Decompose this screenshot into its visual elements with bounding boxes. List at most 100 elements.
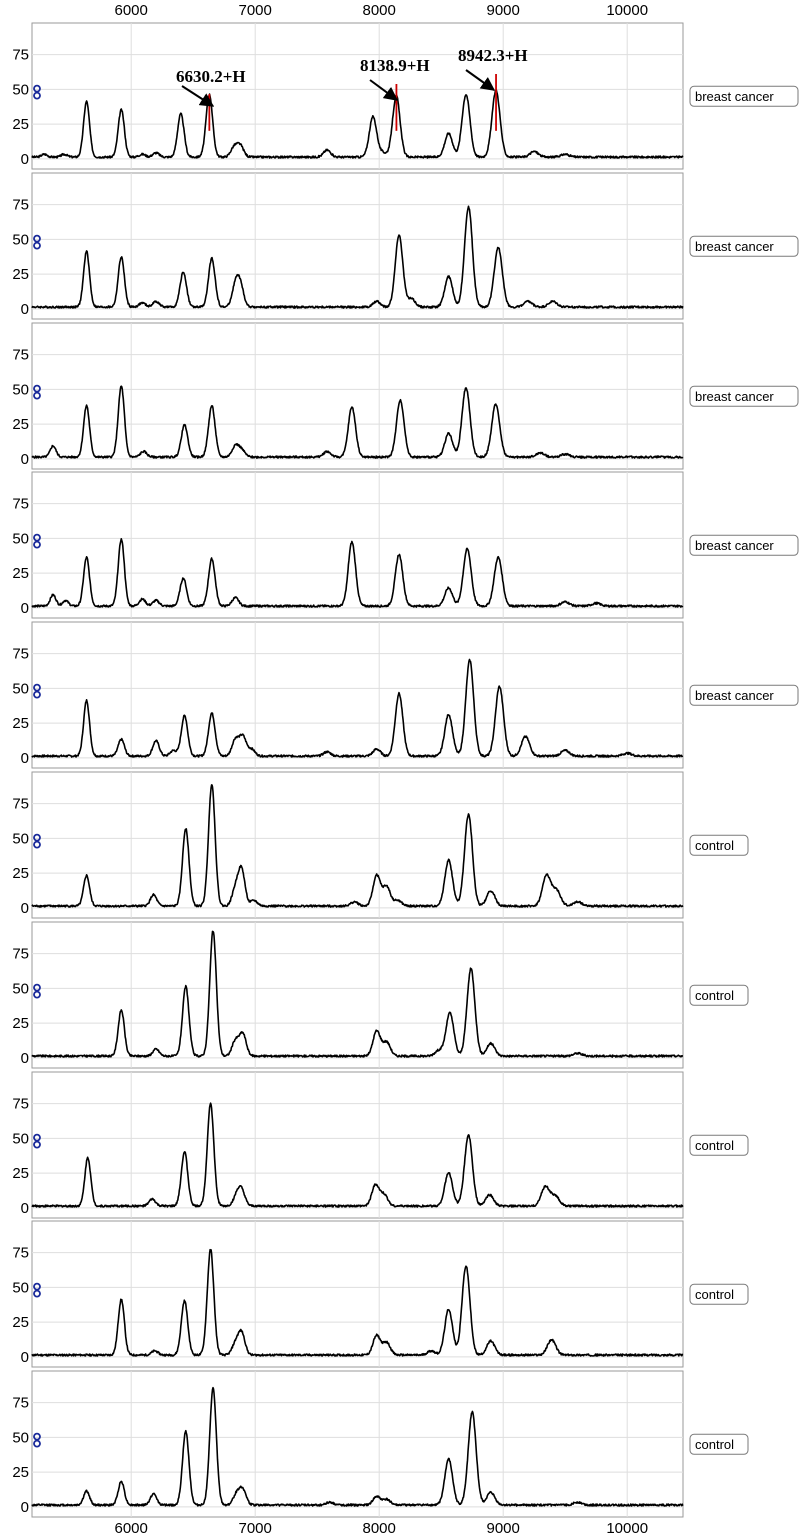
x-tick-label: 6000 bbox=[115, 2, 148, 19]
spectrum-trace bbox=[31, 1386, 684, 1507]
y-tick-label: 75 bbox=[12, 347, 29, 364]
y-tick-label: 75 bbox=[12, 47, 29, 64]
y-tick-label: 50 bbox=[12, 1279, 29, 1296]
annotation-label: 6630.2+H bbox=[176, 67, 246, 86]
y-tick-label: 0 bbox=[21, 301, 29, 318]
annotation-label: 8138.9+H bbox=[360, 56, 430, 75]
x-tick-label: 8000 bbox=[363, 2, 396, 19]
y-tick-label: 75 bbox=[12, 496, 29, 513]
x-tick-label: 7000 bbox=[239, 1520, 272, 1537]
y-tick-label: 75 bbox=[12, 1395, 29, 1412]
sample-label-text: breast cancer bbox=[695, 688, 774, 703]
sample-label[interactable]: breast cancer bbox=[689, 385, 799, 407]
annotation-arrow bbox=[181, 85, 215, 107]
spectrum-panel: 0 25 50 75 breast cancer bbox=[12, 172, 799, 320]
x-tick-label: 10000 bbox=[606, 2, 648, 19]
y-tick-label: 50 bbox=[12, 830, 29, 847]
sample-label-text: control bbox=[695, 988, 734, 1003]
spectrum-panel: 0 25 50 75 breast cancer bbox=[12, 22, 799, 170]
sample-label[interactable]: breast cancer bbox=[689, 684, 799, 706]
y-tick-label: 0 bbox=[21, 1200, 29, 1217]
x-tick-label: 7000 bbox=[239, 2, 272, 19]
double-circle-icon[interactable] bbox=[33, 84, 41, 100]
y-tick-label: 25 bbox=[12, 116, 29, 133]
sample-label-text: breast cancer bbox=[695, 538, 774, 553]
double-circle-icon[interactable] bbox=[33, 833, 41, 849]
y-tick-label: 25 bbox=[12, 266, 29, 283]
spectrum-trace bbox=[31, 205, 684, 309]
sample-label-text: breast cancer bbox=[695, 239, 774, 254]
double-circle-icon[interactable] bbox=[33, 1432, 41, 1448]
y-tick-label: 50 bbox=[12, 1429, 29, 1446]
y-tick-label: 75 bbox=[12, 1245, 29, 1262]
y-tick-label: 75 bbox=[12, 796, 29, 813]
spectrum-panel: 0 25 50 75 breast cancer bbox=[12, 322, 799, 470]
panel-frame bbox=[31, 322, 684, 470]
spectrum-trace bbox=[31, 89, 684, 159]
panel-frame bbox=[31, 621, 684, 769]
sample-label[interactable]: control bbox=[689, 1433, 749, 1455]
spectrum-trace bbox=[31, 385, 684, 459]
double-circle-icon[interactable] bbox=[33, 683, 41, 699]
y-tick-label: 0 bbox=[21, 451, 29, 468]
sample-label[interactable]: control bbox=[689, 834, 749, 856]
spectrum-trace bbox=[31, 930, 684, 1058]
y-tick-label: 50 bbox=[12, 81, 29, 98]
annotation-label: 8942.3+H bbox=[458, 46, 528, 65]
y-tick-label: 25 bbox=[12, 1015, 29, 1032]
panel-frame bbox=[31, 1370, 684, 1518]
spectrum-trace bbox=[31, 784, 684, 908]
y-tick-label: 0 bbox=[21, 900, 29, 917]
sample-label-text: breast cancer bbox=[695, 89, 774, 104]
y-tick-label: 75 bbox=[12, 646, 29, 663]
y-tick-label: 0 bbox=[21, 1050, 29, 1067]
spectrum-trace bbox=[31, 1248, 684, 1357]
y-tick-label: 75 bbox=[12, 1096, 29, 1113]
panel-frame bbox=[31, 1220, 684, 1368]
y-tick-label: 50 bbox=[12, 1130, 29, 1147]
sample-label[interactable]: control bbox=[689, 1134, 749, 1156]
y-tick-label: 25 bbox=[12, 1165, 29, 1182]
y-tick-label: 0 bbox=[21, 600, 29, 617]
sample-label[interactable]: breast cancer bbox=[689, 235, 799, 257]
y-tick-label: 0 bbox=[21, 1349, 29, 1366]
panel-frame bbox=[31, 921, 684, 1069]
x-tick-label: 9000 bbox=[487, 1520, 520, 1537]
double-circle-icon[interactable] bbox=[33, 384, 41, 400]
annotation-arrow bbox=[465, 69, 496, 91]
double-circle-icon[interactable] bbox=[33, 533, 41, 549]
y-tick-label: 25 bbox=[12, 715, 29, 732]
y-tick-label: 0 bbox=[21, 1499, 29, 1516]
sample-label[interactable]: control bbox=[689, 984, 749, 1006]
spectrum-panel: 0 25 50 75 control bbox=[12, 1370, 749, 1518]
double-circle-icon[interactable] bbox=[33, 1282, 41, 1298]
spectrum-panel: 0 25 50 75 control bbox=[12, 921, 749, 1069]
sample-label[interactable]: control bbox=[689, 1283, 749, 1305]
spectrum-trace bbox=[31, 1102, 684, 1208]
y-tick-label: 25 bbox=[12, 565, 29, 582]
y-tick-label: 75 bbox=[12, 197, 29, 214]
spectra-panels: 0 25 50 75 breast cancer 0 25 50 75 breast cancer… bbox=[12, 22, 799, 1518]
annotation-arrow bbox=[369, 79, 399, 101]
sample-label[interactable]: breast cancer bbox=[689, 85, 799, 107]
sample-label-text: control bbox=[695, 1138, 734, 1153]
y-tick-label: 0 bbox=[21, 151, 29, 168]
double-circle-icon[interactable] bbox=[33, 983, 41, 999]
panel-frame bbox=[31, 1071, 684, 1219]
double-circle-icon[interactable] bbox=[33, 234, 41, 250]
sample-label-text: breast cancer bbox=[695, 389, 774, 404]
sample-label[interactable]: breast cancer bbox=[689, 534, 799, 556]
panel-frame bbox=[31, 771, 684, 919]
sample-label-text: control bbox=[695, 1287, 734, 1302]
y-tick-label: 50 bbox=[12, 980, 29, 997]
spectrum-trace bbox=[31, 537, 684, 608]
y-tick-label: 50 bbox=[12, 680, 29, 697]
double-circle-icon[interactable] bbox=[33, 1133, 41, 1149]
spectrum-panel: 0 25 50 75 breast cancer bbox=[12, 621, 799, 769]
y-tick-label: 25 bbox=[12, 1314, 29, 1331]
x-tick-label: 10000 bbox=[606, 1520, 648, 1537]
y-tick-label: 25 bbox=[12, 416, 29, 433]
x-tick-label: 8000 bbox=[363, 1520, 396, 1537]
panel-frame bbox=[31, 172, 684, 320]
